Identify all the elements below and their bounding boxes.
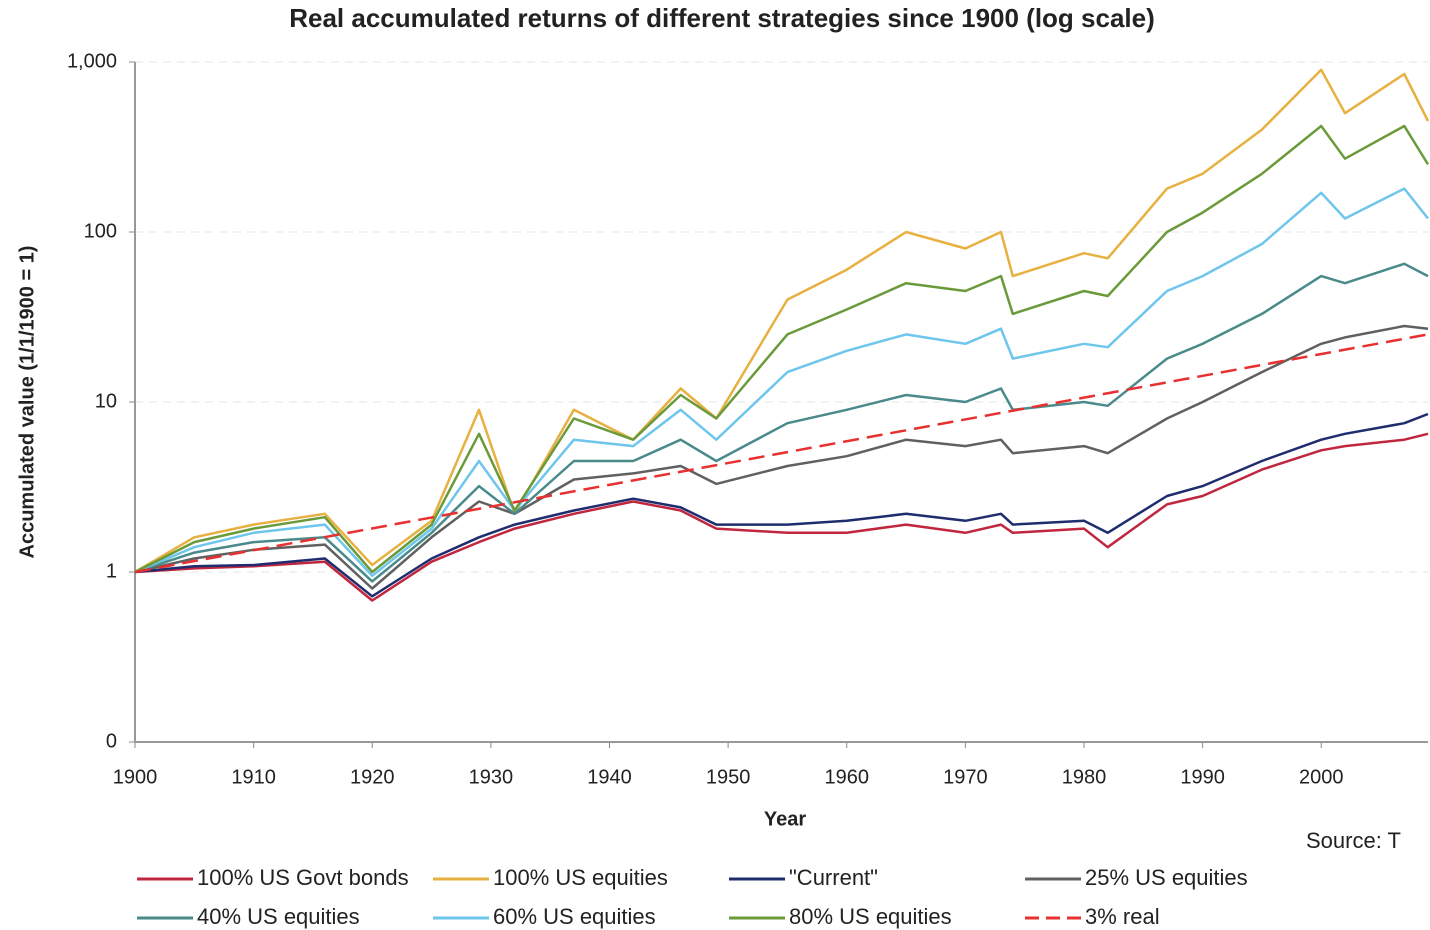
- x-tick-label: 1990: [1180, 766, 1225, 788]
- x-tick-label: 1920: [350, 766, 395, 788]
- series-line: [134, 187, 1429, 578]
- legend-label: 3% real: [1085, 904, 1160, 929]
- y-tick-label: 1,000: [67, 50, 117, 72]
- x-tick-label: 1910: [231, 766, 276, 788]
- series-line: [134, 124, 1430, 574]
- x-tick-label: 2000: [1299, 766, 1344, 788]
- series-line: [134, 262, 1429, 583]
- series-line: [134, 412, 1429, 598]
- x-tick-label: 1940: [587, 766, 632, 788]
- x-tick-label: 1900: [113, 766, 158, 788]
- legend-label: 100% US Govt bonds: [197, 865, 409, 890]
- y-tick-label: 10: [95, 390, 117, 412]
- series-line: [134, 333, 1429, 574]
- y-tick-label: 1: [106, 560, 117, 582]
- legend-label: 25% US equities: [1085, 865, 1248, 890]
- source: Source: T: [1306, 828, 1401, 853]
- x-axis-label: Year: [764, 808, 806, 830]
- x-tick-label: 1980: [1062, 766, 1107, 788]
- series-line: [134, 324, 1429, 590]
- series-line: [134, 432, 1429, 602]
- legend-label: "Current": [789, 865, 878, 890]
- legend-label: 80% US equities: [789, 904, 952, 929]
- series-line: [134, 68, 1430, 574]
- y-tick-label: 0: [106, 730, 117, 752]
- x-tick-label: 1930: [469, 766, 514, 788]
- legend-label: 60% US equities: [493, 904, 656, 929]
- chart-title: Real accumulated returns of different st…: [289, 3, 1155, 33]
- legend-label: 40% US equities: [197, 904, 360, 929]
- x-tick-label: 1970: [943, 766, 988, 788]
- legend-label: 100% US equities: [493, 865, 668, 890]
- x-tick-label: 1950: [706, 766, 751, 788]
- y-axis-label: Accumulated value (1/1/1900 = 1): [16, 246, 38, 559]
- x-tick-label: 1960: [824, 766, 869, 788]
- y-tick-label: 100: [84, 220, 117, 242]
